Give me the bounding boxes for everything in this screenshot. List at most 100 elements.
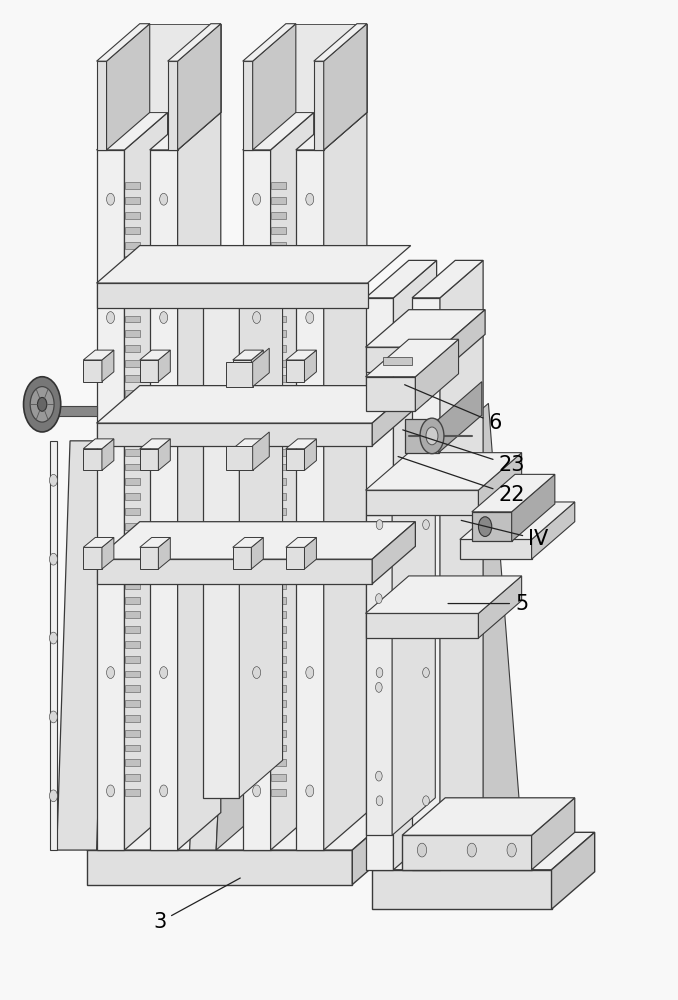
Polygon shape (323, 112, 367, 850)
Polygon shape (226, 446, 253, 470)
Polygon shape (323, 24, 367, 150)
Polygon shape (412, 260, 483, 298)
Circle shape (529, 844, 538, 858)
Polygon shape (372, 522, 416, 584)
Polygon shape (150, 112, 221, 150)
Text: 3: 3 (153, 878, 240, 932)
Circle shape (160, 430, 167, 442)
Polygon shape (271, 700, 286, 707)
Polygon shape (252, 439, 263, 470)
Polygon shape (551, 832, 595, 909)
Polygon shape (125, 597, 140, 604)
Polygon shape (271, 789, 286, 796)
Circle shape (49, 474, 58, 486)
Circle shape (253, 548, 260, 560)
Circle shape (420, 418, 444, 454)
Polygon shape (83, 547, 102, 569)
Polygon shape (159, 350, 170, 382)
Circle shape (376, 771, 382, 781)
Circle shape (106, 430, 115, 442)
Polygon shape (150, 150, 178, 850)
Polygon shape (125, 552, 140, 559)
Polygon shape (125, 478, 140, 485)
Polygon shape (125, 730, 140, 737)
Circle shape (422, 796, 429, 806)
Polygon shape (271, 567, 286, 574)
Polygon shape (271, 508, 286, 515)
Polygon shape (365, 377, 416, 411)
Polygon shape (233, 350, 263, 360)
Polygon shape (253, 348, 269, 387)
Polygon shape (271, 404, 286, 411)
Circle shape (426, 427, 438, 445)
Text: 6: 6 (405, 385, 502, 433)
Polygon shape (83, 360, 102, 382)
Circle shape (376, 682, 382, 692)
Polygon shape (271, 774, 286, 781)
Polygon shape (125, 715, 140, 722)
Polygon shape (271, 493, 286, 500)
Polygon shape (286, 449, 304, 470)
Circle shape (376, 594, 382, 604)
Polygon shape (365, 490, 479, 515)
Polygon shape (440, 260, 483, 870)
Polygon shape (365, 339, 458, 377)
Polygon shape (442, 310, 485, 372)
Polygon shape (243, 150, 271, 850)
Polygon shape (412, 298, 440, 870)
Circle shape (306, 785, 314, 797)
Polygon shape (96, 559, 372, 584)
Polygon shape (402, 798, 575, 835)
Circle shape (49, 790, 58, 802)
Circle shape (37, 397, 47, 411)
Circle shape (306, 312, 314, 323)
Polygon shape (365, 613, 479, 638)
Circle shape (422, 392, 429, 401)
Polygon shape (125, 419, 140, 426)
Text: 5: 5 (448, 594, 528, 614)
Polygon shape (125, 404, 140, 411)
Polygon shape (271, 419, 286, 426)
Polygon shape (286, 24, 367, 112)
Polygon shape (125, 286, 140, 293)
Polygon shape (365, 515, 392, 835)
Polygon shape (372, 832, 595, 870)
Polygon shape (472, 474, 555, 512)
Circle shape (182, 823, 193, 839)
Circle shape (306, 193, 314, 205)
Polygon shape (96, 246, 411, 283)
Polygon shape (460, 539, 532, 559)
Polygon shape (125, 360, 140, 367)
Polygon shape (125, 759, 140, 766)
Polygon shape (365, 453, 521, 490)
Circle shape (253, 785, 260, 797)
Polygon shape (252, 350, 263, 382)
Polygon shape (372, 870, 551, 909)
Polygon shape (479, 453, 521, 515)
Polygon shape (125, 493, 140, 500)
Polygon shape (243, 24, 296, 61)
Polygon shape (271, 671, 286, 678)
Circle shape (253, 667, 260, 678)
Polygon shape (271, 360, 286, 367)
Polygon shape (286, 350, 317, 360)
Polygon shape (96, 150, 125, 850)
Polygon shape (271, 656, 286, 663)
Text: 23: 23 (403, 430, 525, 475)
Polygon shape (106, 24, 150, 150)
Circle shape (106, 548, 115, 560)
Polygon shape (140, 24, 221, 112)
Polygon shape (203, 303, 239, 798)
Polygon shape (159, 439, 170, 470)
Polygon shape (83, 350, 114, 360)
Polygon shape (125, 789, 140, 796)
Polygon shape (140, 439, 170, 449)
Circle shape (24, 377, 61, 432)
Polygon shape (233, 449, 252, 470)
Polygon shape (125, 508, 140, 515)
Polygon shape (314, 24, 367, 61)
Polygon shape (96, 522, 416, 559)
Polygon shape (125, 523, 140, 530)
Polygon shape (96, 283, 367, 308)
Polygon shape (140, 350, 170, 360)
